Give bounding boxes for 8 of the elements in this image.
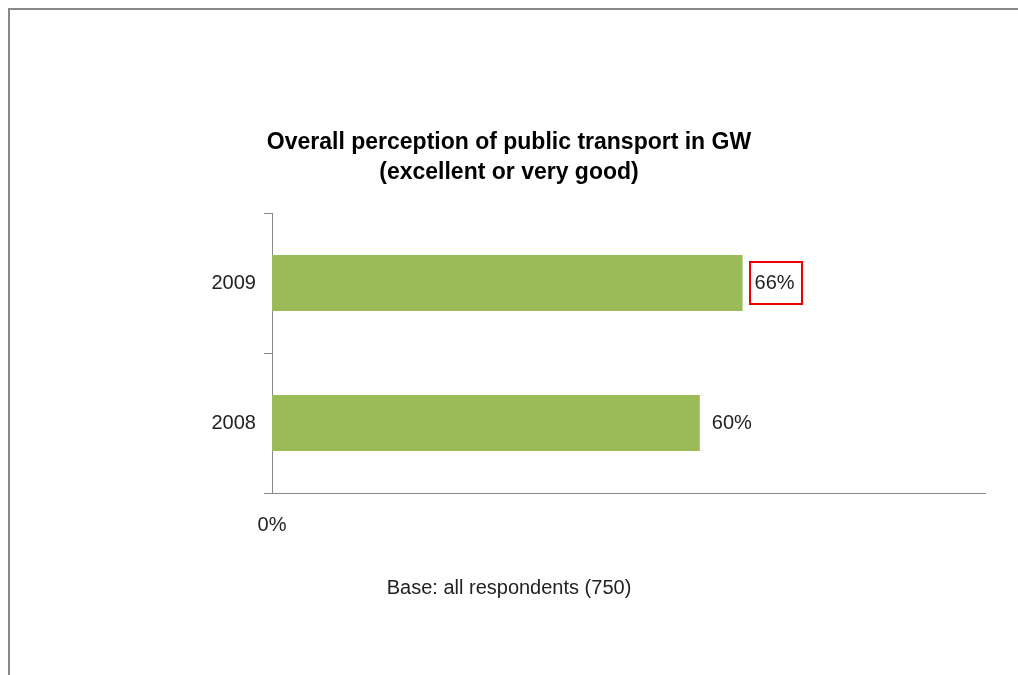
y-tick-label: 2008 <box>211 410 256 433</box>
chart-subtitle: (excellent or very good) <box>378 158 640 185</box>
text: Base: all respondents (750) <box>385 576 633 599</box>
chart-title: Overall perception of public transport in GW <box>265 128 753 155</box>
data-label: 60% <box>711 410 753 433</box>
data-label: 66% <box>754 270 795 293</box>
text: 0% <box>257 512 287 535</box>
y-tick-label: 2009 <box>211 270 256 293</box>
